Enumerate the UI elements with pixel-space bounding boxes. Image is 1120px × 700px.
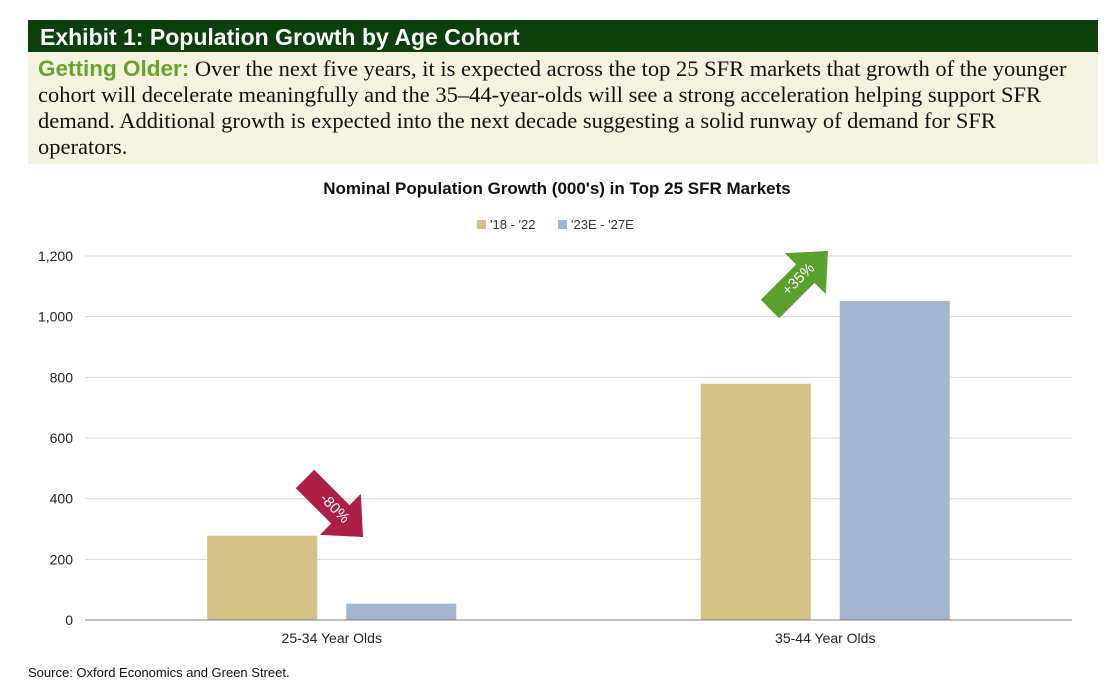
legend-label-0: '18 - '22 (490, 217, 535, 232)
bar-cohort-35-44-series-1 (839, 300, 950, 620)
y-axis: 0 200 400 600 800 1,000 1,200 (38, 248, 73, 628)
legend-swatch-1 (558, 220, 567, 229)
legend: '18 - '22 '23E - '27E (477, 217, 634, 232)
x-tick-label: 35-44 Year Olds (775, 630, 875, 646)
x-tick-label: 25-34 Year Olds (282, 630, 382, 646)
y-tick-label: 800 (50, 369, 74, 385)
note-lead: Getting Older: (38, 56, 190, 81)
source-note: Source: Oxford Economics and Green Stree… (28, 665, 290, 680)
bars (207, 300, 950, 620)
increase-arrow-icon: +35% (760, 251, 828, 319)
increase-arrow-shape (760, 251, 828, 319)
y-tick-label: 1,200 (38, 248, 73, 264)
y-tick-label: 400 (50, 491, 74, 507)
legend-label-1: '23E - '27E (571, 217, 634, 232)
y-tick-label: 200 (50, 551, 74, 567)
note-text: Over the next five years, it is expected… (38, 56, 1067, 159)
y-tick-label: 0 (65, 612, 73, 628)
decrease-arrow-shape (295, 469, 363, 537)
y-tick-label: 1,000 (38, 309, 73, 325)
bar-cohort-25-34-series-0 (207, 535, 318, 620)
bar-cohort-35-44-series-0 (700, 383, 811, 620)
exhibit-title: Exhibit 1: Population Growth by Age Coho… (28, 20, 1098, 52)
chart-title: Nominal Population Growth (000's) in Top… (323, 179, 791, 198)
legend-swatch-0 (477, 220, 486, 229)
exhibit-note: Getting Older: Over the next five years,… (28, 52, 1098, 164)
y-tick-label: 600 (50, 430, 74, 446)
x-axis: 25-34 Year Olds 35-44 Year Olds (85, 619, 1072, 646)
bar-cohort-25-34-series-1 (346, 603, 457, 620)
